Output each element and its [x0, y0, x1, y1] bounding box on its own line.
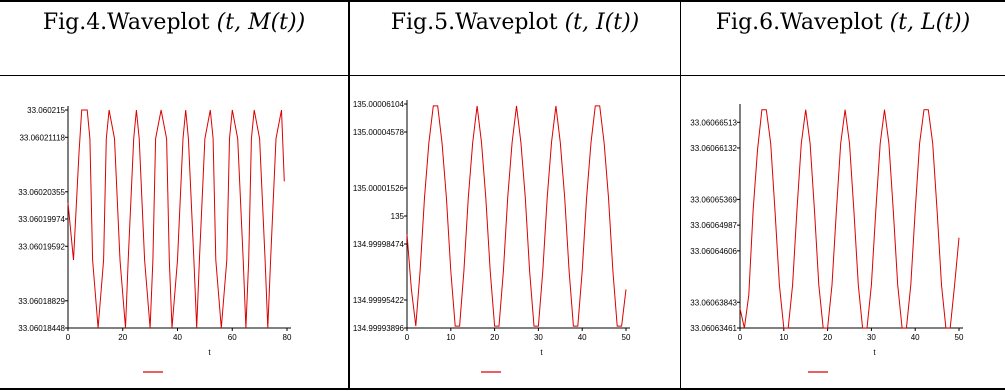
x-tick-label: 60: [228, 333, 237, 342]
y-tick-label: 33.06066132: [690, 144, 737, 153]
x-axis-label: t: [540, 348, 543, 357]
x-tick-label: 50: [622, 333, 631, 342]
x-tick-label: 10: [446, 333, 455, 342]
y-tick-label: 33.06066513: [690, 118, 737, 127]
series-line: [739, 109, 960, 329]
y-tick-label: 33.060215: [27, 106, 65, 115]
waveplot-l-chart: 0 10 20 30 40 50 33.06063461 33.06063843 33.0606…: [690, 104, 964, 373]
waveplot-m: 0 20 40 60 80 33.06018448 33.06018829 33.060195…: [0, 90, 348, 385]
y-tick-label: 33.06064987: [690, 221, 737, 230]
x-tick-label: 20: [118, 333, 127, 342]
x-tick-label: 40: [578, 333, 587, 342]
x-axis-label: t: [208, 348, 211, 357]
figure-caption-6: Fig.6.Waveplot (t, L(t)): [681, 0, 1005, 44]
waveplot-i-chart: 0 10 20 30 40 50 134.99993896 134.99995422 134.9…: [353, 100, 631, 373]
y-tick-label: 33.06064606: [690, 247, 737, 256]
y-tick-label: 135.00004578: [353, 128, 405, 137]
y-tick-label: 33.06018448: [18, 324, 65, 333]
caption-text: Fig.6.Waveplot: [715, 9, 883, 35]
x-tick-label: 10: [779, 333, 788, 342]
figure-caption-4: Fig.4.Waveplot (t, M(t)): [0, 0, 348, 44]
table-bottom-rule: [0, 388, 1005, 390]
y-tick-label: 33.06065369: [690, 195, 737, 204]
caption-math: (t, I(t)): [564, 9, 640, 35]
table-mid-rule: [0, 75, 1005, 76]
x-tick-label: 20: [823, 333, 832, 342]
waveplot-l: 0 10 20 30 40 50 33.06063461 33.06063843 33.0606…: [681, 90, 1005, 385]
caption-math: (t, M(t)): [216, 9, 306, 35]
y-tick-label: 33.06063843: [690, 298, 737, 307]
x-tick-label: 0: [405, 333, 410, 342]
y-tick-label: 33.06018829: [18, 297, 65, 306]
table-top-rule: [0, 0, 1005, 2]
y-tick-label: 134.99993896: [353, 324, 405, 333]
y-tick-label: 33.06019592: [18, 242, 65, 251]
series-line: [406, 105, 627, 327]
y-tick-label: 135: [391, 212, 405, 221]
x-tick-label: 0: [738, 333, 743, 342]
x-tick-label: 50: [955, 333, 964, 342]
x-tick-label: 30: [534, 333, 543, 342]
y-tick-label: 134.99998474: [353, 240, 405, 249]
x-tick-label: 20: [490, 333, 499, 342]
x-tick-label: 30: [867, 333, 876, 342]
table-divider-1: [348, 0, 350, 390]
series-line: [67, 109, 285, 329]
figure-caption-5: Fig.5.Waveplot (t, I(t)): [350, 0, 680, 44]
y-tick-label: 135.00006104: [353, 100, 405, 109]
y-tick-label: 33.06063461: [690, 324, 737, 333]
y-tick-label: 33.06020355: [18, 188, 65, 197]
waveplot-i: 0 10 20 30 40 50 134.99993896 134.99995422 134.9…: [350, 90, 680, 385]
x-axis-label: t: [873, 348, 876, 357]
y-tick-label: 135.00001526: [353, 184, 405, 193]
x-tick-label: 40: [173, 333, 182, 342]
table-divider-2: [680, 0, 681, 390]
y-tick-label: 134.99995422: [353, 296, 405, 305]
caption-text: Fig.5.Waveplot: [390, 9, 558, 35]
x-tick-label: 40: [911, 333, 920, 342]
y-tick-label: 33.06019974: [18, 215, 65, 224]
caption-text: Fig.4.Waveplot: [42, 9, 210, 35]
y-tick-label: 33.06021118: [19, 133, 65, 142]
waveplot-m-chart: 0 20 40 60 80 33.06018448 33.06018829 33.060195…: [18, 106, 292, 373]
x-tick-label: 80: [283, 333, 292, 342]
x-tick-label: 0: [66, 333, 71, 342]
caption-math: (t, L(t)): [889, 9, 971, 35]
